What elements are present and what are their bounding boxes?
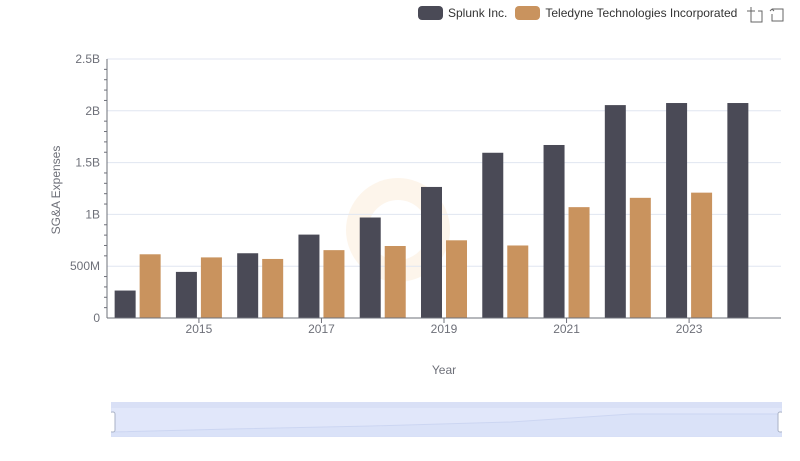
bar-teledyne-2023[interactable] [691, 192, 713, 318]
bar-teledyne-2018[interactable] [384, 245, 406, 318]
zoom-icon[interactable] [746, 6, 763, 23]
bar-teledyne-2019[interactable] [446, 240, 467, 318]
y-tick-label: 1.5B [75, 156, 100, 170]
y-axis-title: SG&A Expenses [49, 146, 63, 235]
bar-splunk-2016[interactable] [237, 253, 259, 318]
x-axis: 2015 2017 2019 2021 2023 [107, 317, 781, 336]
bar-teledyne-2016[interactable] [262, 258, 284, 318]
legend: Splunk Inc. Teledyne Technologies Incorp… [418, 3, 745, 23]
bar-splunk-2017[interactable] [298, 234, 320, 318]
data-zoom-slider[interactable] [109, 401, 784, 438]
bar-teledyne-2017[interactable] [323, 250, 345, 318]
bar-splunk-2023[interactable] [666, 103, 688, 318]
x-tick-label: 2021 [553, 322, 580, 336]
y-axis: 0 500M 1B 1.5B 2B 2.5B [70, 52, 108, 325]
legend-swatch-splunk [418, 6, 443, 20]
slider-handle-left[interactable] [109, 411, 116, 433]
bar-teledyne-2015[interactable] [200, 257, 222, 318]
bar-splunk-2020[interactable] [482, 152, 504, 318]
toolbox [746, 6, 792, 23]
bar-teledyne-2022[interactable] [629, 197, 651, 318]
legend-item-teledyne[interactable]: Teledyne Technologies Incorporated [515, 6, 737, 20]
bar-splunk-2022[interactable] [604, 105, 626, 319]
y-tick-label: 2.5B [75, 52, 100, 66]
restore-icon[interactable] [769, 6, 786, 23]
y-tick-label: 500M [70, 259, 100, 273]
bar-teledyne-2014[interactable] [139, 254, 161, 318]
bars [114, 103, 749, 319]
legend-label-teledyne: Teledyne Technologies Incorporated [545, 6, 738, 20]
y-tick-label: 1B [85, 207, 100, 221]
legend-item-splunk[interactable]: Splunk Inc. [418, 6, 507, 20]
x-tick-label: 2023 [676, 322, 703, 336]
bar-splunk-2019[interactable] [421, 186, 442, 318]
y-tick-label: 0 [93, 311, 100, 325]
x-tick-label: 2015 [186, 322, 213, 336]
y-tick-label: 2B [85, 104, 100, 118]
bar-teledyne-2021[interactable] [568, 207, 590, 318]
bar-splunk-2024[interactable] [727, 103, 749, 318]
bar-teledyne-2020[interactable] [507, 245, 529, 318]
bar-splunk-2018[interactable] [359, 217, 381, 318]
bar-splunk-2015[interactable] [175, 271, 197, 318]
legend-label-splunk: Splunk Inc. [448, 6, 508, 20]
x-tick-label: 2017 [308, 322, 335, 336]
x-tick-label: 2019 [431, 322, 458, 336]
legend-swatch-teledyne [515, 6, 541, 20]
bar-splunk-2021[interactable] [543, 144, 565, 318]
bar-splunk-2014[interactable] [114, 290, 136, 318]
x-axis-title: Year [432, 363, 456, 377]
slider-handle-right[interactable] [777, 411, 784, 433]
